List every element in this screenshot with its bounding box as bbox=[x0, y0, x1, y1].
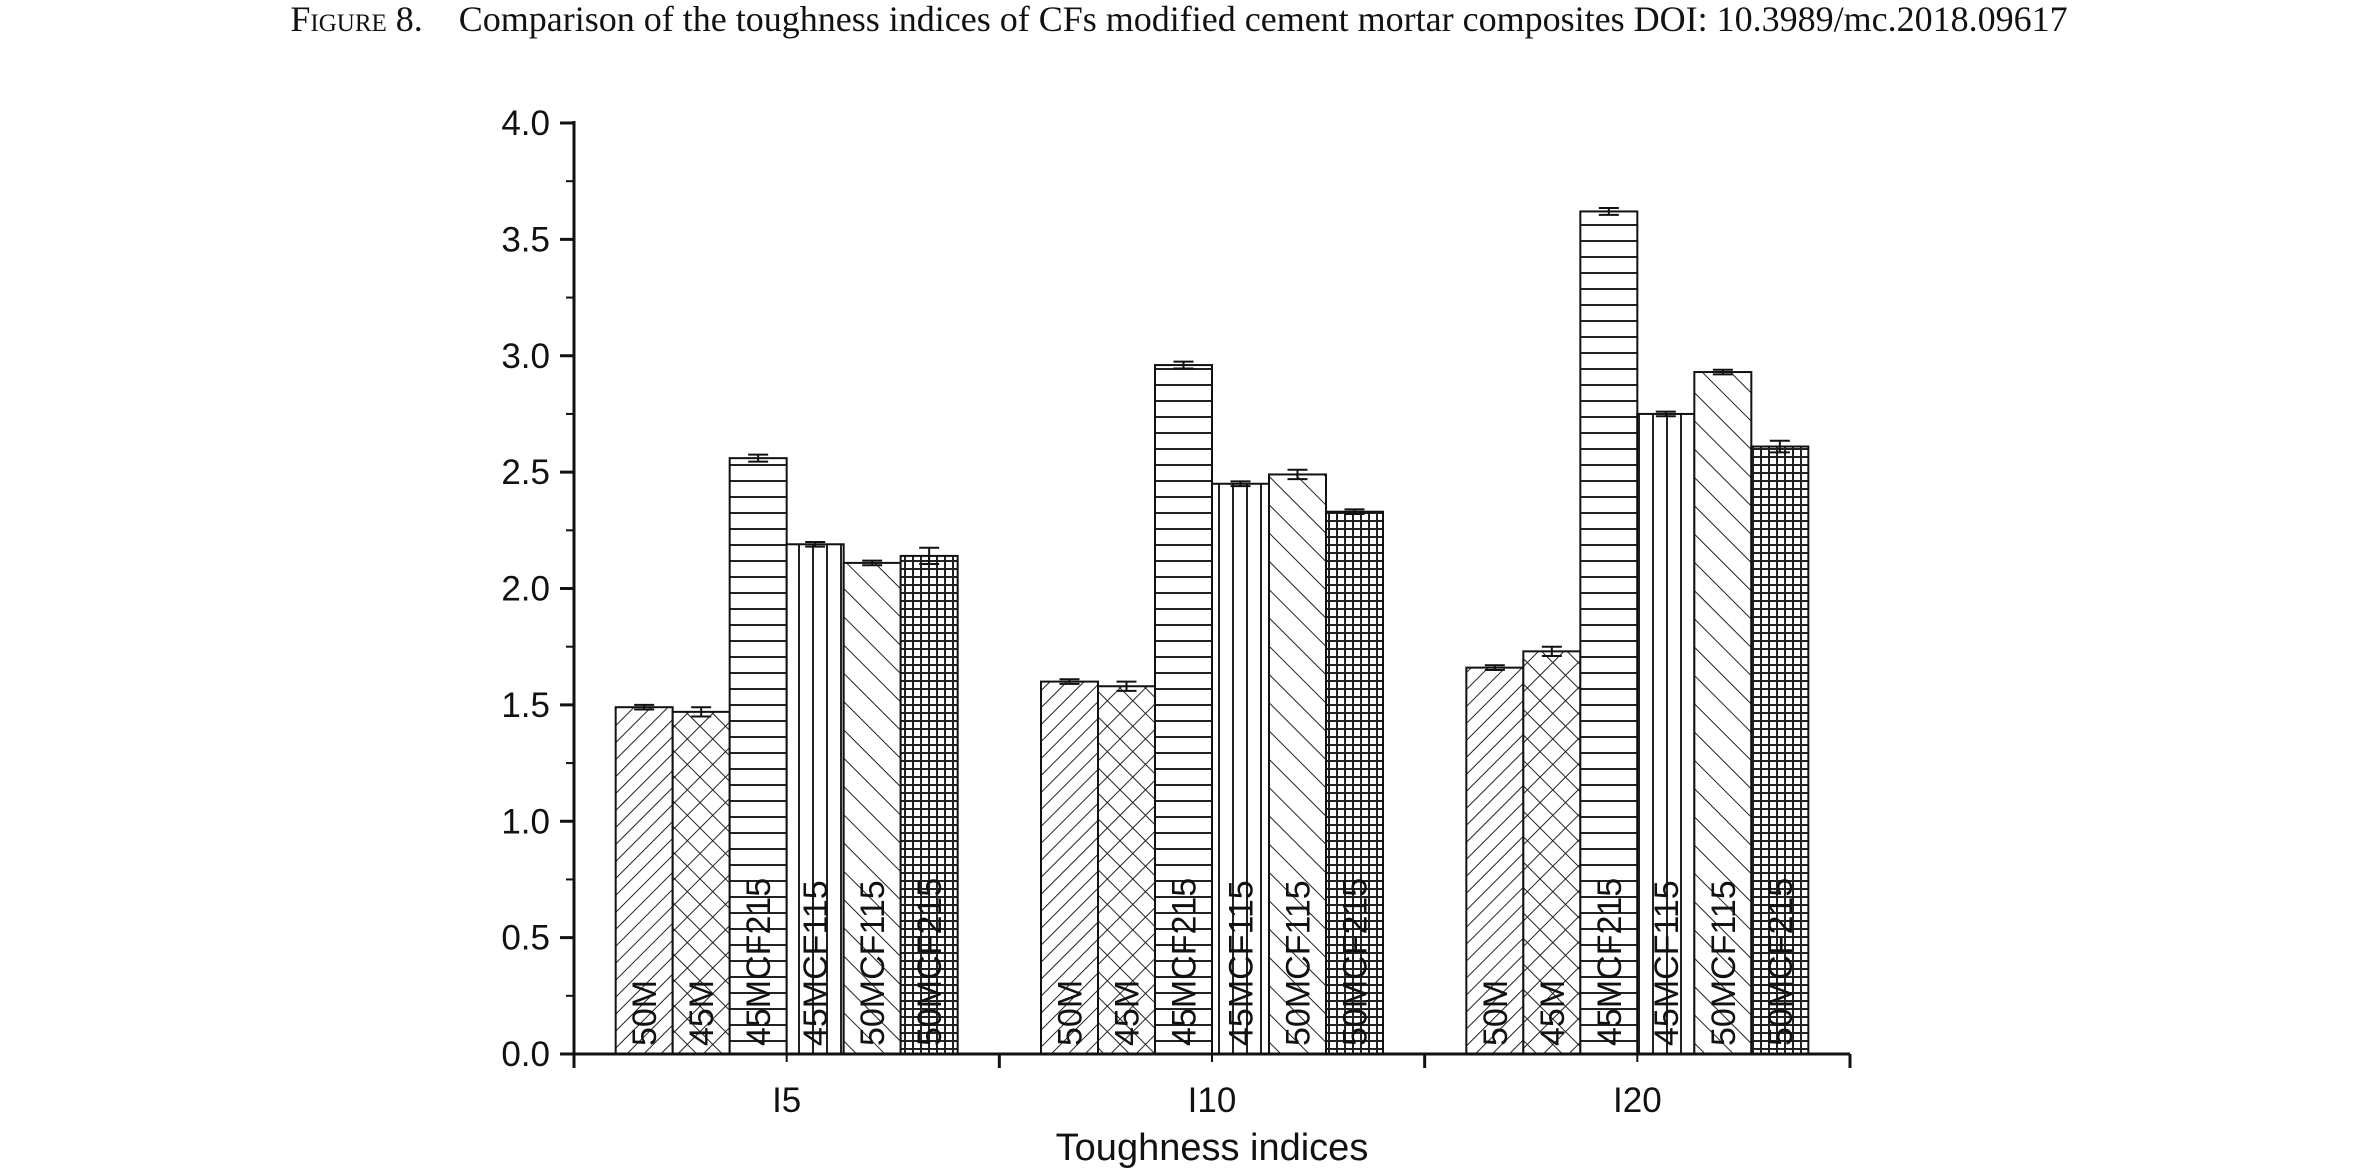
bar-50MCF215-I20 bbox=[1750, 445, 1810, 1055]
bar-label-45M: 45M bbox=[1534, 980, 1572, 1046]
y-tick-label: 1.5 bbox=[501, 686, 550, 725]
bar-label-45MCF115: 45MCF115 bbox=[797, 880, 835, 1046]
bar-label-45MCF215: 45MCF215 bbox=[1166, 878, 1204, 1046]
bar-label-45M: 45M bbox=[683, 980, 721, 1046]
bar-50MCF115-I10 bbox=[1268, 473, 1327, 1055]
bar-label-45MCF215: 45MCF215 bbox=[1591, 878, 1629, 1046]
bar-label-45MCF215: 45MCF215 bbox=[740, 878, 778, 1046]
x-tick-label-I5: I5 bbox=[772, 1081, 801, 1120]
figure-number: Figure 8. bbox=[290, 0, 423, 39]
y-tick-label: 0.5 bbox=[501, 919, 550, 958]
bar-50MCF215-I5 bbox=[899, 554, 959, 1055]
x-axis-title: Toughness indices bbox=[1056, 1127, 1369, 1169]
bar-45MCF115-I5 bbox=[785, 543, 845, 1056]
y-tick-label: 2.0 bbox=[501, 570, 550, 609]
figure-caption-text: Comparison of the toughness indices of C… bbox=[458, 0, 2068, 39]
bar-label-50MCF115: 50MCF115 bbox=[1280, 880, 1318, 1046]
bar-label-45MCF115: 45MCF115 bbox=[1648, 880, 1686, 1046]
bar-label-50MCF215: 50MCF215 bbox=[911, 878, 949, 1046]
bar-label-50MCF115: 50MCF115 bbox=[1705, 880, 1743, 1046]
y-tick-label: 0.0 bbox=[501, 1035, 550, 1074]
bar-label-50M: 50M bbox=[1477, 980, 1515, 1046]
y-tick-label: 2.5 bbox=[501, 453, 550, 492]
bar-label-45M: 45M bbox=[1109, 980, 1147, 1046]
bar-50MCF115-I5 bbox=[842, 561, 902, 1056]
bar-50MCF215-I10 bbox=[1325, 510, 1384, 1055]
y-tick-label: 1.0 bbox=[501, 802, 550, 841]
y-tick-label: 3.5 bbox=[501, 220, 550, 259]
bar-label-50MCF215: 50MCF215 bbox=[1762, 878, 1800, 1046]
x-tick-label-I10: I10 bbox=[1188, 1081, 1237, 1120]
bar-label-50MCF215: 50MCF215 bbox=[1337, 878, 1375, 1046]
bar-label-50M: 50M bbox=[1052, 980, 1090, 1046]
y-tick-label: 4.0 bbox=[501, 104, 550, 143]
bar-45M-I5 bbox=[671, 710, 731, 1055]
figure-caption: Figure 8. Comparison of the toughness in… bbox=[0, 0, 2358, 38]
bar-45MCF115-I20 bbox=[1636, 412, 1696, 1055]
bar-label-50M: 50M bbox=[626, 980, 664, 1046]
x-tick-label-I20: I20 bbox=[1613, 1081, 1662, 1120]
y-tick-label: 3.0 bbox=[501, 337, 550, 376]
bar-label-45MCF115: 45MCF115 bbox=[1223, 880, 1261, 1046]
bar-45MCF215-I10 bbox=[1154, 364, 1213, 1055]
plot-area: 50M 50M 50M 45M 45M 45M 45MCF215 45MCF215 45MCF2… bbox=[501, 104, 1852, 1169]
bar-label-50MCF115: 50MCF115 bbox=[854, 880, 892, 1046]
bar-50MCF115-I20 bbox=[1693, 371, 1753, 1056]
bar-45MCF215-I5 bbox=[728, 457, 788, 1056]
